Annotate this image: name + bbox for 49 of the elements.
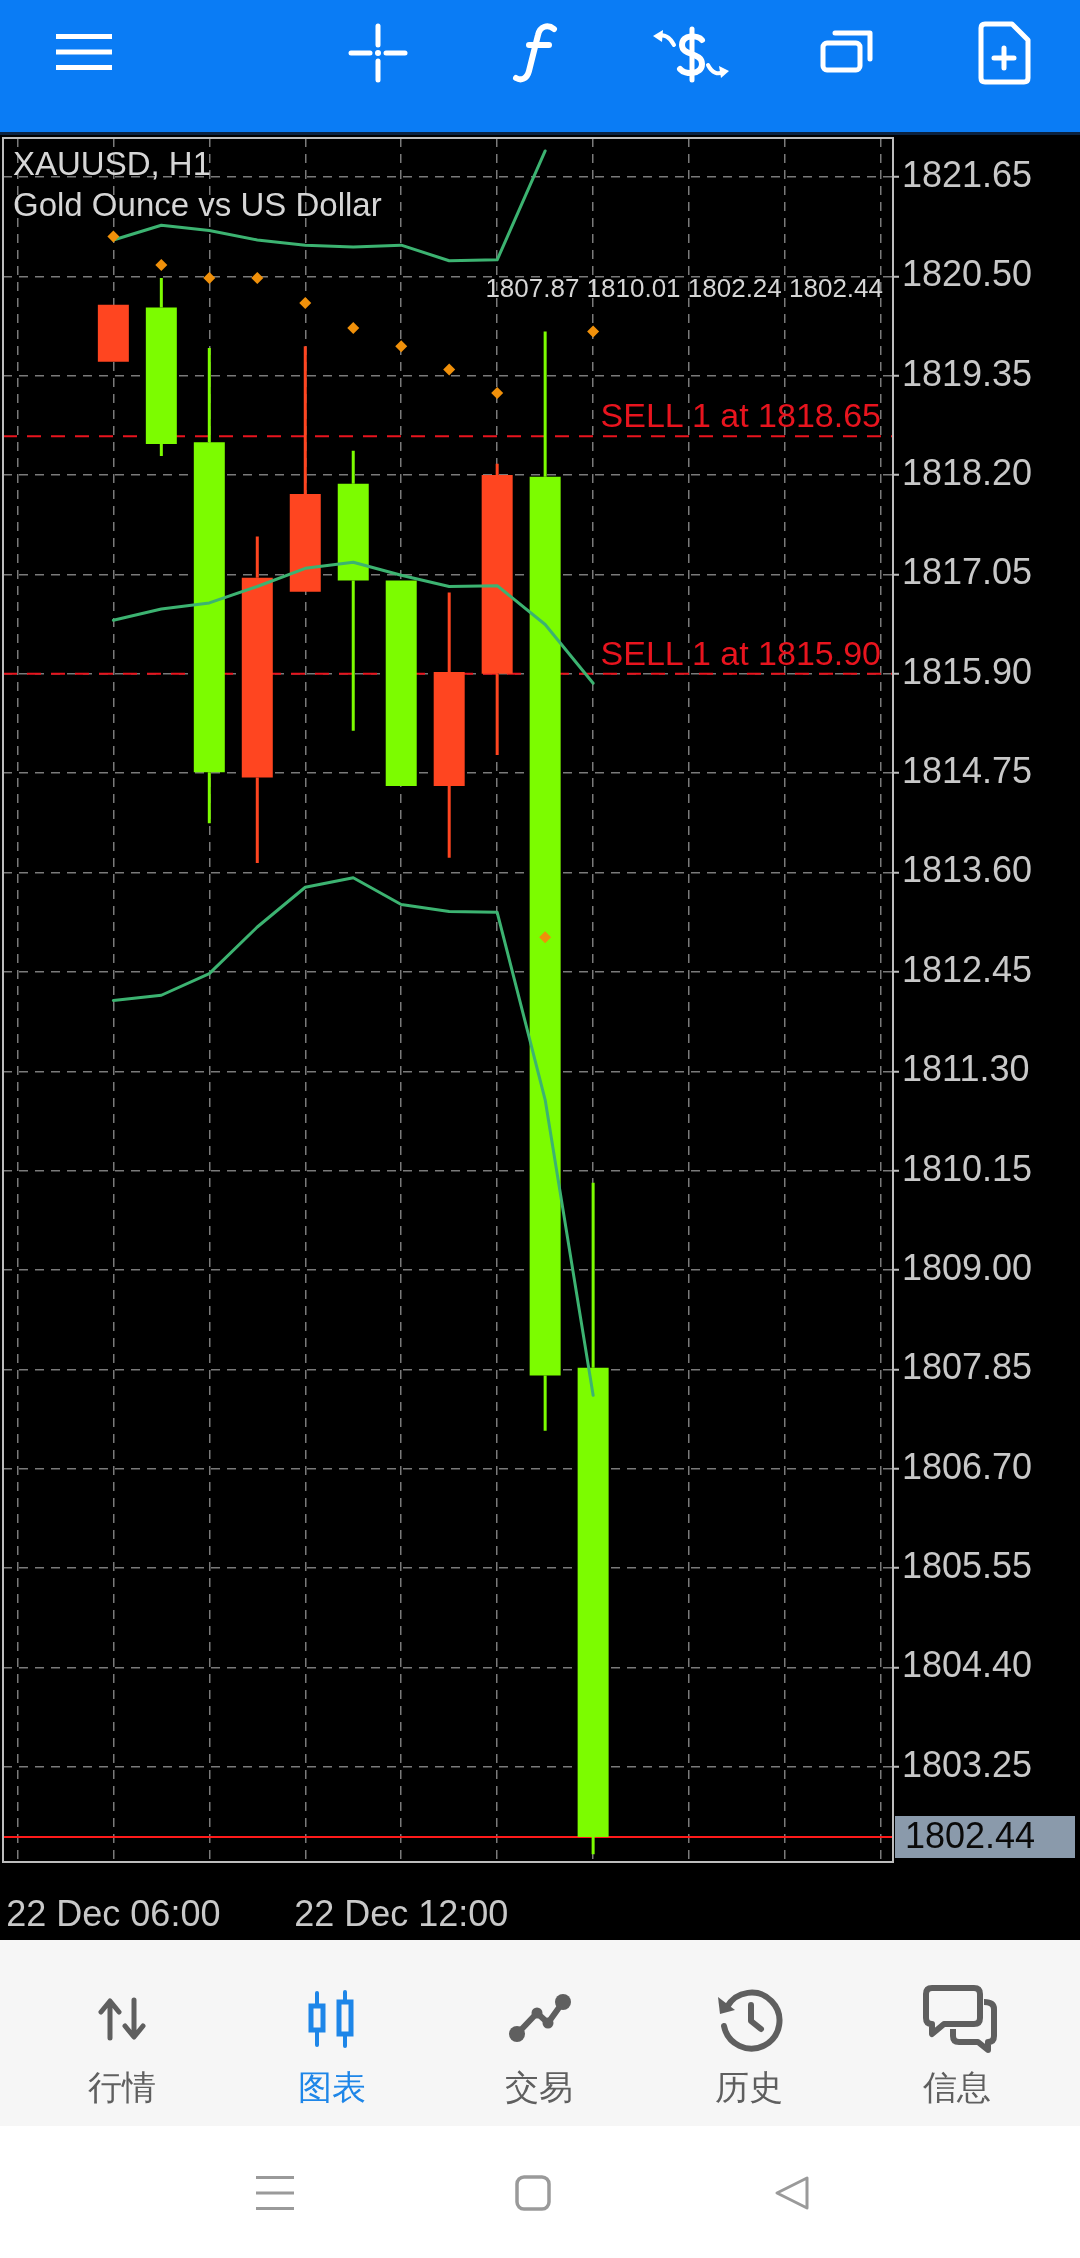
y-tick-label: 1810.15 [902, 1147, 1033, 1189]
y-tick-label: 1803.25 [902, 1743, 1033, 1785]
ref-line-label: SELL 1 at 1815.90 [600, 633, 881, 672]
y-tick-label: 1821.65 [902, 153, 1033, 195]
ref-line-label: 1802.44 [905, 1814, 1036, 1856]
y-tick-label: 1812.45 [902, 948, 1033, 990]
y-tick-label: 1813.60 [902, 849, 1033, 891]
text: Gold Ounce vs US Dollar [13, 186, 382, 224]
y-tick-label: 1818.20 [902, 451, 1033, 493]
text: 历史 [714, 2067, 784, 2107]
candlestick [529, 331, 561, 1431]
chart-title: XAUUSD, H1 [13, 145, 212, 183]
y-tick-label: 1806.70 [902, 1445, 1033, 1487]
candlestick [433, 592, 465, 858]
y-tick-label: 1805.55 [902, 1545, 1033, 1587]
point [587, 325, 600, 338]
annotation: 1807.87 1810.01 1802.24 1802.44 [485, 273, 883, 304]
candlestick [289, 346, 321, 592]
candlestick [193, 347, 225, 824]
x-tick-label: 22 Dec 12:00 [294, 1892, 509, 1934]
point [203, 271, 216, 284]
x-tick-label: 22 Dec 06:00 [6, 1892, 221, 1934]
candlestick [481, 463, 513, 756]
text: 信息 [922, 2067, 992, 2107]
y-tick-label: 1804.40 [902, 1644, 1033, 1686]
candlestick [145, 277, 177, 457]
point [395, 340, 408, 353]
point [155, 259, 168, 272]
y-tick-label: 1807.85 [902, 1346, 1033, 1388]
point [539, 931, 552, 944]
text: 行情 [87, 2067, 157, 2107]
candlestick [241, 536, 273, 864]
ref-line-label: SELL 1 at 1818.65 [600, 396, 881, 435]
y-tick-label: 1817.05 [902, 551, 1033, 593]
y-tick-label: 1811.30 [902, 1048, 1030, 1090]
point [491, 386, 504, 399]
candlestick [337, 450, 369, 731]
point [347, 322, 360, 335]
y-tick-label: 1815.90 [902, 650, 1033, 692]
point [251, 271, 264, 284]
point [443, 363, 456, 376]
point [107, 230, 120, 243]
y-tick-label: 1819.35 [902, 352, 1033, 394]
point [299, 297, 312, 310]
y-tick-label: 1809.00 [902, 1246, 1033, 1288]
text: 图表 [297, 2067, 367, 2107]
text: 交易 [504, 2067, 574, 2107]
y-tick-label: 1814.75 [902, 750, 1033, 792]
y-tick-label: 1820.50 [902, 253, 1033, 295]
